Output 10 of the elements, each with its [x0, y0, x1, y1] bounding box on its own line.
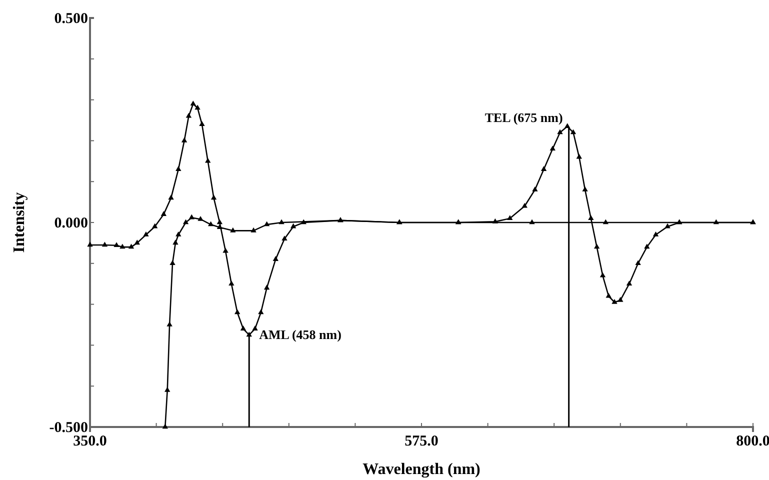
y-tick-label: 0.500: [54, 10, 88, 27]
x-tick-label: 350.0: [73, 434, 107, 450]
x-axis-title: Wavelength (nm): [362, 461, 480, 478]
ref-line-label: AML (458 nm): [259, 326, 342, 342]
ref-line-label: TEL (675 nm): [484, 110, 563, 125]
y-axis-title: Intensity: [11, 192, 28, 253]
y-tick-label: 0.000: [54, 215, 88, 232]
x-tick-label: 575.0: [404, 434, 438, 450]
x-tick-label: 800.0: [736, 434, 769, 450]
y-tick-label: -0.500: [49, 420, 88, 436]
